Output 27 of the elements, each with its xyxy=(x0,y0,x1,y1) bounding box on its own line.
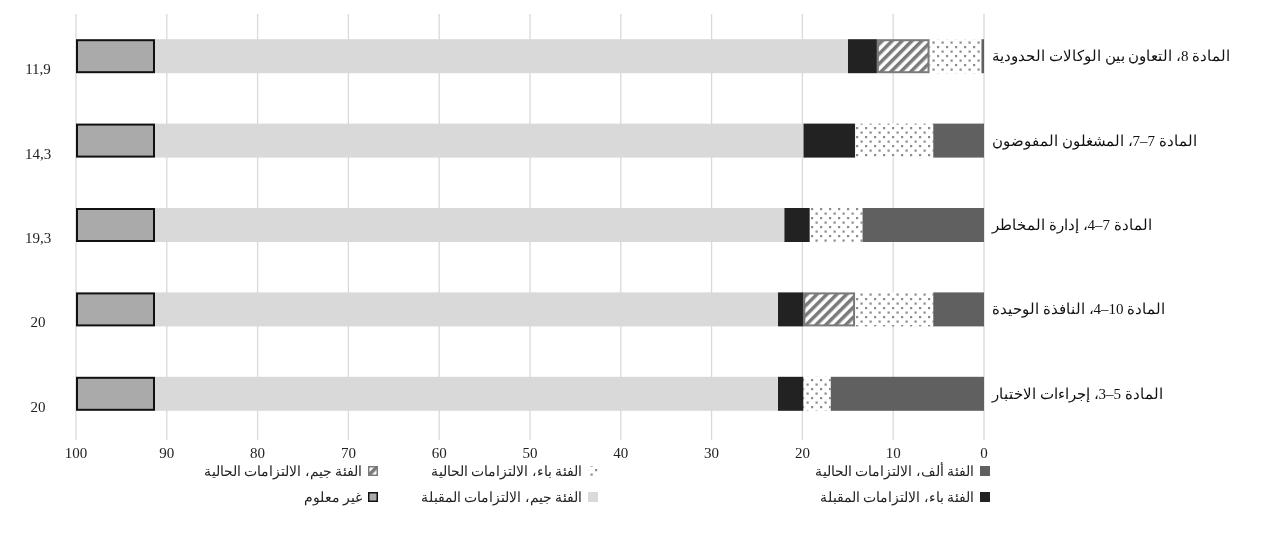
legend-label: الفئة باء، الالتزامات المقبلة xyxy=(819,490,974,506)
x-tick-label: 50 xyxy=(522,445,538,461)
x-tick-label: 60 xyxy=(431,445,447,461)
y-tick-label: المادة 8، التعاون بين الوكالات الحدودية xyxy=(992,48,1231,66)
text: 14,3 xyxy=(24,145,52,162)
text: 11,9 xyxy=(25,61,51,78)
x-tick-label: 20 xyxy=(794,445,810,461)
legend-label: الفئة جيم، الالتزامات الحالية xyxy=(203,464,362,480)
y-tick-label: المادة 5–3، إجراءات الاختبار xyxy=(991,385,1163,403)
x-tick-label: 100 xyxy=(64,445,88,461)
legend-label: الفئة باء، الالتزامات الحالية xyxy=(430,464,582,480)
x-tick-label: 90 xyxy=(159,445,175,461)
legend-label: غير معلوم xyxy=(303,490,362,506)
text: 19,3 xyxy=(24,230,52,246)
x-tick-label: 30 xyxy=(704,445,720,461)
x-tick-label: 80 xyxy=(250,445,266,461)
text: 20 xyxy=(30,314,46,331)
y-tick-label: المادة 10–4، النافذة الوحيدة xyxy=(992,301,1166,319)
text: 20 xyxy=(30,398,46,415)
legend-label: الفئة ألف، الالتزامات الحالية xyxy=(814,461,974,480)
x-tick-label: 0 xyxy=(980,445,988,461)
y-tick-label: المادة 7–4، إدارة المخاطر xyxy=(991,217,1152,234)
x-tick-label: 40 xyxy=(613,445,629,461)
y-tick-label: المادة 7–7، المشغلون المفوضون xyxy=(992,132,1197,150)
legend-label: الفئة جيم، الالتزامات المقبلة xyxy=(420,490,582,506)
x-tick-label: 70 xyxy=(340,445,356,461)
x-tick-label: 10 xyxy=(885,445,901,461)
